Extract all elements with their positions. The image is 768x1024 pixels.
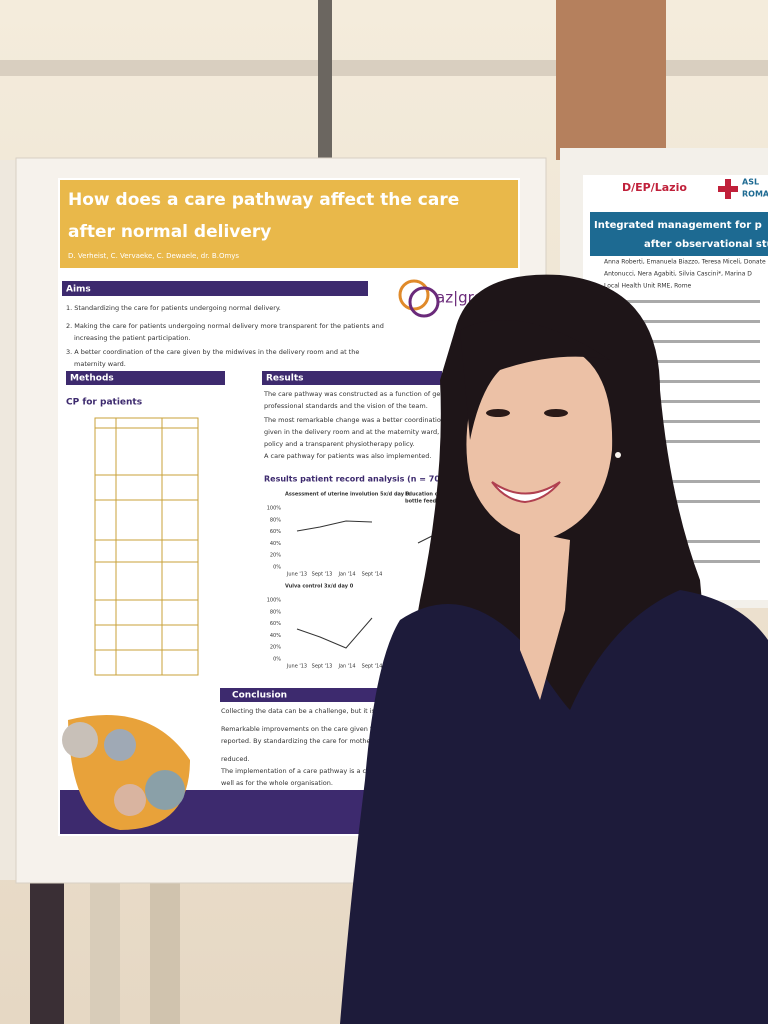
section-heading: Aims: [66, 285, 91, 295]
easel-leg: [150, 870, 180, 1024]
easel-leg: [30, 870, 64, 1024]
mini-chart-title: Education on breastfe: [405, 492, 468, 498]
logo-cross: [725, 179, 731, 199]
results-text: professional standards and the vision of…: [264, 402, 428, 410]
mini-chart-tick: 20%: [270, 645, 281, 651]
column: [556, 0, 666, 160]
aim-item: 1. Standardizing the care for patients u…: [66, 304, 281, 312]
side-title: after observational stu: [644, 239, 768, 250]
photo: [62, 722, 98, 758]
results-text: The most remarkable change was a better …: [263, 416, 471, 424]
mini-chart-title: Vulva control 3x/d day 0: [285, 584, 354, 590]
easel-leg: [90, 870, 120, 1024]
mini-chart-tick: Sept '13: [312, 664, 333, 670]
mini-chart-tick: 60%: [270, 529, 281, 535]
side-title-band: [590, 212, 768, 256]
aim-item: maternity ward.: [74, 360, 126, 368]
side-logo: ASL: [742, 178, 759, 187]
poster-title: How does a care pathway affect the care: [68, 190, 459, 210]
poster-title: after normal delivery: [68, 222, 271, 242]
side-logo: ROMA: [742, 190, 768, 199]
section-bar: [262, 371, 442, 385]
mini-chart-tick: 60%: [270, 621, 281, 627]
mini-chart-tick: 0%: [273, 565, 281, 571]
mini-chart-tick: 80%: [270, 517, 281, 523]
side-logo: D/EP/Lazio: [622, 181, 687, 194]
mini-chart-tick: Sept '13: [312, 572, 333, 578]
pathway-table: [94, 417, 199, 676]
mini-chart-tick: Jan '14: [337, 572, 355, 578]
logo-mark: [408, 286, 440, 318]
subheading: CP for patients: [66, 398, 142, 408]
mini-chart-tick: Jan '14: [337, 664, 355, 670]
mini-chart-tick: 100%: [267, 598, 282, 604]
side-text-lines: [600, 300, 760, 563]
section-heading: Results: [266, 374, 304, 384]
conclusion-text: Collecting the data can be a challenge, …: [221, 707, 407, 715]
person: [340, 274, 768, 1024]
conclusion-text: reported. By standardizing the care for …: [221, 737, 401, 745]
results-text: The care pathway was constructed as a fu…: [263, 390, 473, 398]
side-title: Integrated management for p: [594, 220, 762, 231]
mini-chart-tick: 80%: [270, 609, 281, 615]
section-bar: [62, 281, 368, 296]
conclusion-text: The implementation of a care pathway is …: [220, 767, 399, 775]
chart-line: [296, 520, 373, 532]
aim-item: 2. Making the care for patients undergoi…: [66, 322, 384, 330]
pole: [318, 0, 332, 165]
conclusion-text: reduced.: [221, 755, 250, 763]
photo: [114, 784, 146, 816]
side-authors: Local Health Unit RME, Rome: [604, 283, 692, 290]
logo-mark: [398, 279, 430, 311]
mini-chart-tick: June '13: [286, 664, 307, 670]
side-authors: Anna Roberti, Emanuela Biazzo, Teresa Mi…: [604, 259, 766, 266]
mini-chart-tick: 40%: [270, 633, 281, 639]
results-text: given in the delivery room and at the ma…: [264, 428, 473, 436]
section-heading: Methods: [70, 374, 114, 384]
side-authors: Antonucci, Nera Agabiti, Silvia Cascini*…: [604, 271, 752, 278]
results-text: A care pathway for patients was also imp…: [264, 452, 431, 460]
photo: [104, 729, 136, 761]
section-heading: Conclusion: [232, 691, 287, 701]
mini-chart-tick: 100%: [267, 506, 282, 512]
mini-chart-tick: Sept '14: [362, 664, 383, 670]
aim-item: 3. A better coordination of the care giv…: [66, 348, 359, 356]
conclusion-text: Remarkable improvements on the care give…: [221, 725, 404, 733]
chart-line: [296, 617, 373, 649]
mini-chart-title: bottle feeding day 0: [405, 499, 463, 505]
section-bar: [220, 688, 420, 702]
photo: [145, 770, 185, 810]
results-text: policy and a transparent physiotherapy p…: [264, 440, 415, 448]
mini-chart-tick: 0%: [273, 657, 281, 663]
mini-chart-title: Assessment of uterine involution 5x/d da…: [285, 492, 410, 498]
title-band: [60, 180, 518, 268]
poster-authors: D. Verheist, C. Vervaeke, C. Dewaele, dr…: [68, 252, 239, 260]
section-bar: [66, 371, 225, 385]
conclusion-text: well as for the whole organisation.: [221, 779, 333, 787]
aim-item: increasing the patient participation.: [74, 334, 191, 342]
mini-chart-tick: 40%: [270, 541, 281, 547]
subheading: Results patient record analysis (n = 70): [264, 475, 444, 484]
mini-chart-tick: 20%: [270, 553, 281, 559]
mini-chart-tick: June '13: [286, 572, 307, 578]
mini-chart-tick: Sept '14: [362, 572, 383, 578]
